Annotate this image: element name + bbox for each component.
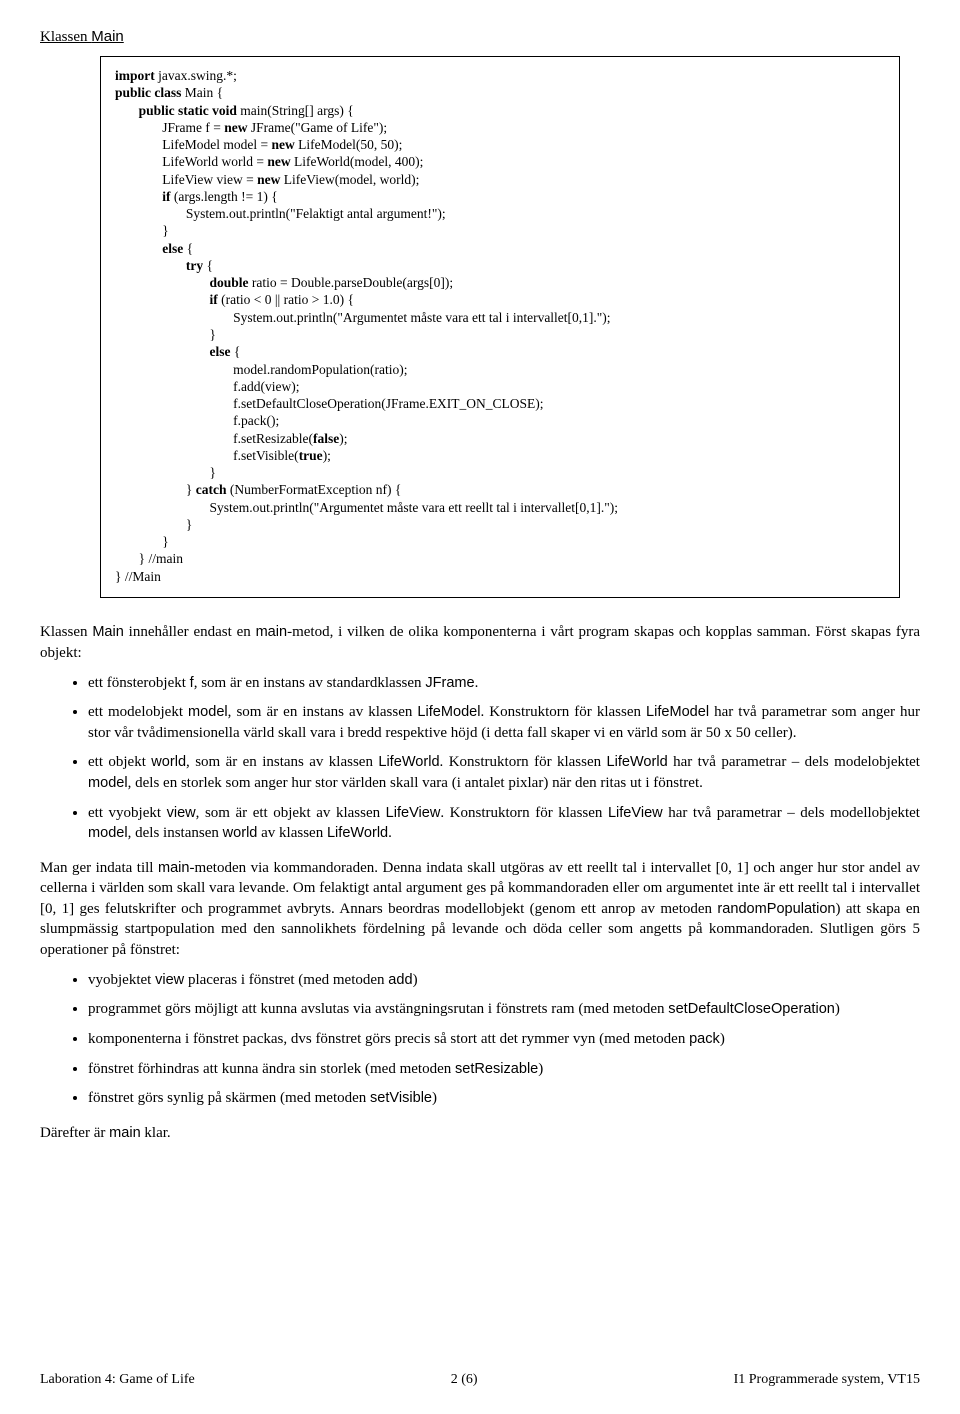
list-item: ett vyobjekt view, som är ett objekt av … — [88, 803, 920, 844]
object-list: ett fönsterobjekt f, som är en instans a… — [40, 673, 920, 844]
heading-class: Main — [91, 28, 124, 45]
paragraph-3: Därefter är main klar. — [40, 1123, 920, 1144]
list-item: programmet görs möjligt att kunna avslut… — [88, 999, 920, 1020]
list-item: fönstret görs synlig på skärmen (med met… — [88, 1088, 920, 1109]
list-item: ett objekt world, som är en instans av k… — [88, 752, 920, 793]
list-item: vyobjektet view placeras i fönstret (med… — [88, 970, 920, 991]
heading-prefix: Klassen — [40, 29, 91, 45]
list-item: ett fönsterobjekt f, som är en instans a… — [88, 673, 920, 694]
paragraph-2: Man ger indata till main-metoden via kom… — [40, 858, 920, 960]
page-footer: Laboration 4: Game of Life 2 (6) I1 Prog… — [40, 1372, 920, 1388]
code-block: import javax.swing.*; public class Main … — [100, 56, 900, 598]
list-item: ett modelobjekt model, som är en instans… — [88, 702, 920, 743]
code-content: import javax.swing.*; public class Main … — [115, 67, 885, 585]
section-heading: Klassen Main — [40, 28, 920, 46]
list-item: komponenterna i fönstret packas, dvs fön… — [88, 1029, 920, 1050]
footer-right: I1 Programmerade system, VT15 — [734, 1372, 920, 1388]
paragraph-1: Klassen Main innehåller endast en main-m… — [40, 622, 920, 663]
list-item: fönstret förhindras att kunna ändra sin … — [88, 1059, 920, 1080]
footer-left: Laboration 4: Game of Life — [40, 1372, 195, 1388]
operations-list: vyobjektet view placeras i fönstret (med… — [40, 970, 920, 1109]
footer-mid: 2 (6) — [451, 1372, 478, 1388]
